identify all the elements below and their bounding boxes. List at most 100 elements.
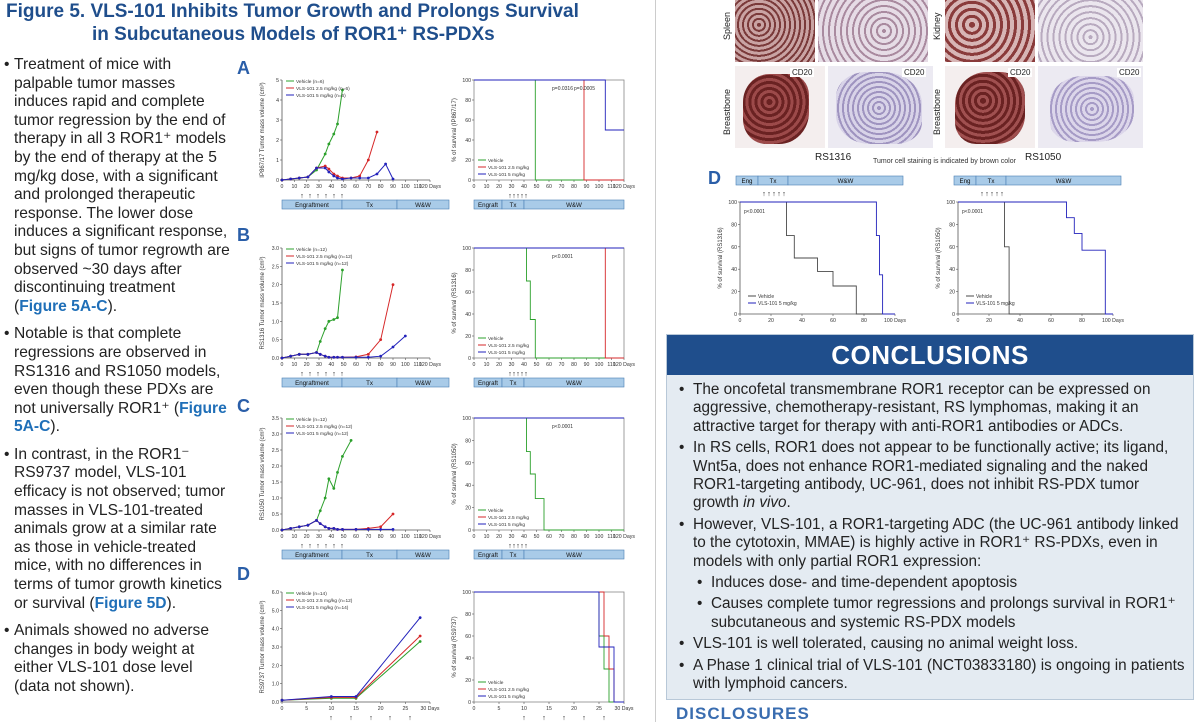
y-tick-label: 40 (949, 267, 955, 273)
x-tick-label: 20 (496, 184, 502, 190)
y-axis-label: RS9737 Tumor mass volume (cm³) (260, 600, 266, 693)
ihc-caption: Tumor cell staining is indicated by brow… (873, 158, 1016, 165)
data-point (289, 527, 293, 530)
y-tick-label: 2.5 (272, 264, 279, 270)
series-line (474, 417, 624, 531)
legend-entry: VLS-101 5 mg/kg (488, 694, 525, 700)
phase-label: W&W (415, 380, 431, 387)
data-point (315, 351, 318, 354)
data-point (280, 178, 284, 182)
series-line (474, 79, 624, 131)
dosing-arrow: ↑ (985, 191, 989, 198)
conclusion-item: A Phase 1 clinical trial of VLS-101 (NCT… (679, 657, 1185, 694)
y-tick-label: 3.0 (272, 246, 279, 252)
y-axis-label: % of survival (RS1050) (936, 227, 942, 288)
y-tick-label: 3.0 (272, 645, 279, 651)
y-axis-label: % of survival (IP867/17) (452, 98, 458, 162)
x-tick-label: 60 (353, 534, 359, 540)
x-tick-label: 100 (595, 534, 604, 540)
data-point (297, 352, 301, 356)
x-tick-label: 90 (390, 184, 396, 190)
legend-entry: VLS-101 2.5 mg/kg (488, 515, 529, 521)
y-tick-label: 0.0 (272, 700, 279, 706)
dosing-arrow: ↑ (300, 543, 304, 550)
data-point (332, 355, 336, 359)
y-tick-label: 60 (731, 245, 737, 251)
x-tick-label: 15 (546, 706, 552, 712)
phase-label: Tx (988, 178, 996, 185)
x-tick-label: 100 (401, 534, 410, 540)
data-point (336, 174, 339, 178)
y-tick-label: 100 (462, 246, 471, 252)
x-tick-label: 80 (378, 362, 384, 368)
conclusion-item: The oncofetal transmembrane ROR1 recepto… (679, 381, 1185, 436)
ihc-spleen-rs1316-b (818, 0, 928, 62)
figure-ref: Figure 5D (94, 594, 167, 612)
x-tick-label: 110 (414, 362, 422, 368)
dosing-arrow: ↑ (324, 193, 328, 200)
dosing-arrow: ↑ (516, 371, 520, 378)
data-point (379, 354, 383, 358)
y-tick-label: 6.0 (272, 590, 279, 596)
y-tick-label: 20 (465, 678, 471, 684)
dosing-arrow: ↑ (524, 371, 528, 378)
y-tick-label: 100 (462, 78, 471, 84)
x-tick-label: 0 (281, 706, 284, 712)
x-tick-label: 100 (595, 362, 604, 368)
cd20-label: CD20 (902, 68, 927, 77)
dosing-arrow: ↑ (980, 191, 984, 198)
x-tick-label: 120 Days (613, 534, 635, 540)
y-tick-label: 4 (276, 98, 279, 104)
cd20-label: CD20 (1008, 68, 1033, 77)
dosing-arrow: ↑ (508, 193, 512, 200)
data-point (306, 175, 310, 179)
legend-entry: VLS-101 5 mg/kg (488, 522, 525, 528)
dosing-arrow: ↑ (516, 543, 520, 550)
dosing-arrow: ↑ (772, 191, 776, 198)
data-point (354, 527, 358, 531)
systemic-survival-rs1050: 0 20 40 60 80 100 0 20 40 60 80 100 Days % of surviv… (936, 175, 1124, 324)
dosing-arrow: ↑ (782, 191, 786, 198)
data-point (327, 477, 331, 481)
series-line (474, 79, 624, 181)
dosing-arrow: ↑ (520, 193, 524, 200)
data-point (403, 334, 407, 338)
x-tick-label: 70 (365, 184, 371, 190)
x-tick-label: 100 (595, 184, 604, 190)
data-point (289, 354, 293, 358)
x-tick-label: 25 (402, 706, 408, 712)
conclusions-list: The oncofetal transmembrane ROR1 recepto… (667, 375, 1193, 694)
y-axis-label: % of survival (RS1316) (452, 272, 458, 333)
y-tick-label: 100 (946, 200, 955, 206)
x-tick-label: 0 (281, 362, 284, 368)
dosing-arrow: ↑ (542, 715, 546, 722)
panel-letter-d-systemic: D (708, 168, 721, 188)
p-value: p<0.0001 (552, 424, 573, 430)
data-point (323, 152, 327, 156)
finding-item: Animals showed no adverse changes in bod… (4, 622, 232, 696)
data-point (336, 527, 339, 531)
data-point (315, 166, 318, 170)
x-tick-label: 60 (353, 184, 359, 190)
dosing-arrow: ↑ (602, 715, 606, 722)
y-tick-label: 40 (731, 267, 737, 273)
y-tick-label: 0 (468, 178, 471, 184)
y-tick-label: 1 (276, 158, 279, 164)
phase-label: Engraft (478, 380, 498, 387)
disclosures-heading: DISCLOSURES (676, 704, 810, 722)
ihc-breastbone-rs1050-a (945, 66, 1035, 148)
x-tick-label: 50 (534, 534, 540, 540)
phase-label: Tx (510, 552, 518, 559)
data-point (315, 519, 318, 522)
x-tick-label: 50 (341, 184, 347, 190)
series-line (281, 641, 421, 701)
dosing-arrow: ↑ (300, 193, 304, 200)
findings-list: Treatment of mice with palpable tumor ma… (4, 56, 232, 706)
data-point (366, 355, 370, 359)
y-tick-label: 40 (465, 312, 471, 318)
data-point (336, 122, 339, 126)
data-point (349, 439, 353, 442)
data-point (323, 164, 327, 168)
x-tick-label: 10 (484, 184, 490, 190)
